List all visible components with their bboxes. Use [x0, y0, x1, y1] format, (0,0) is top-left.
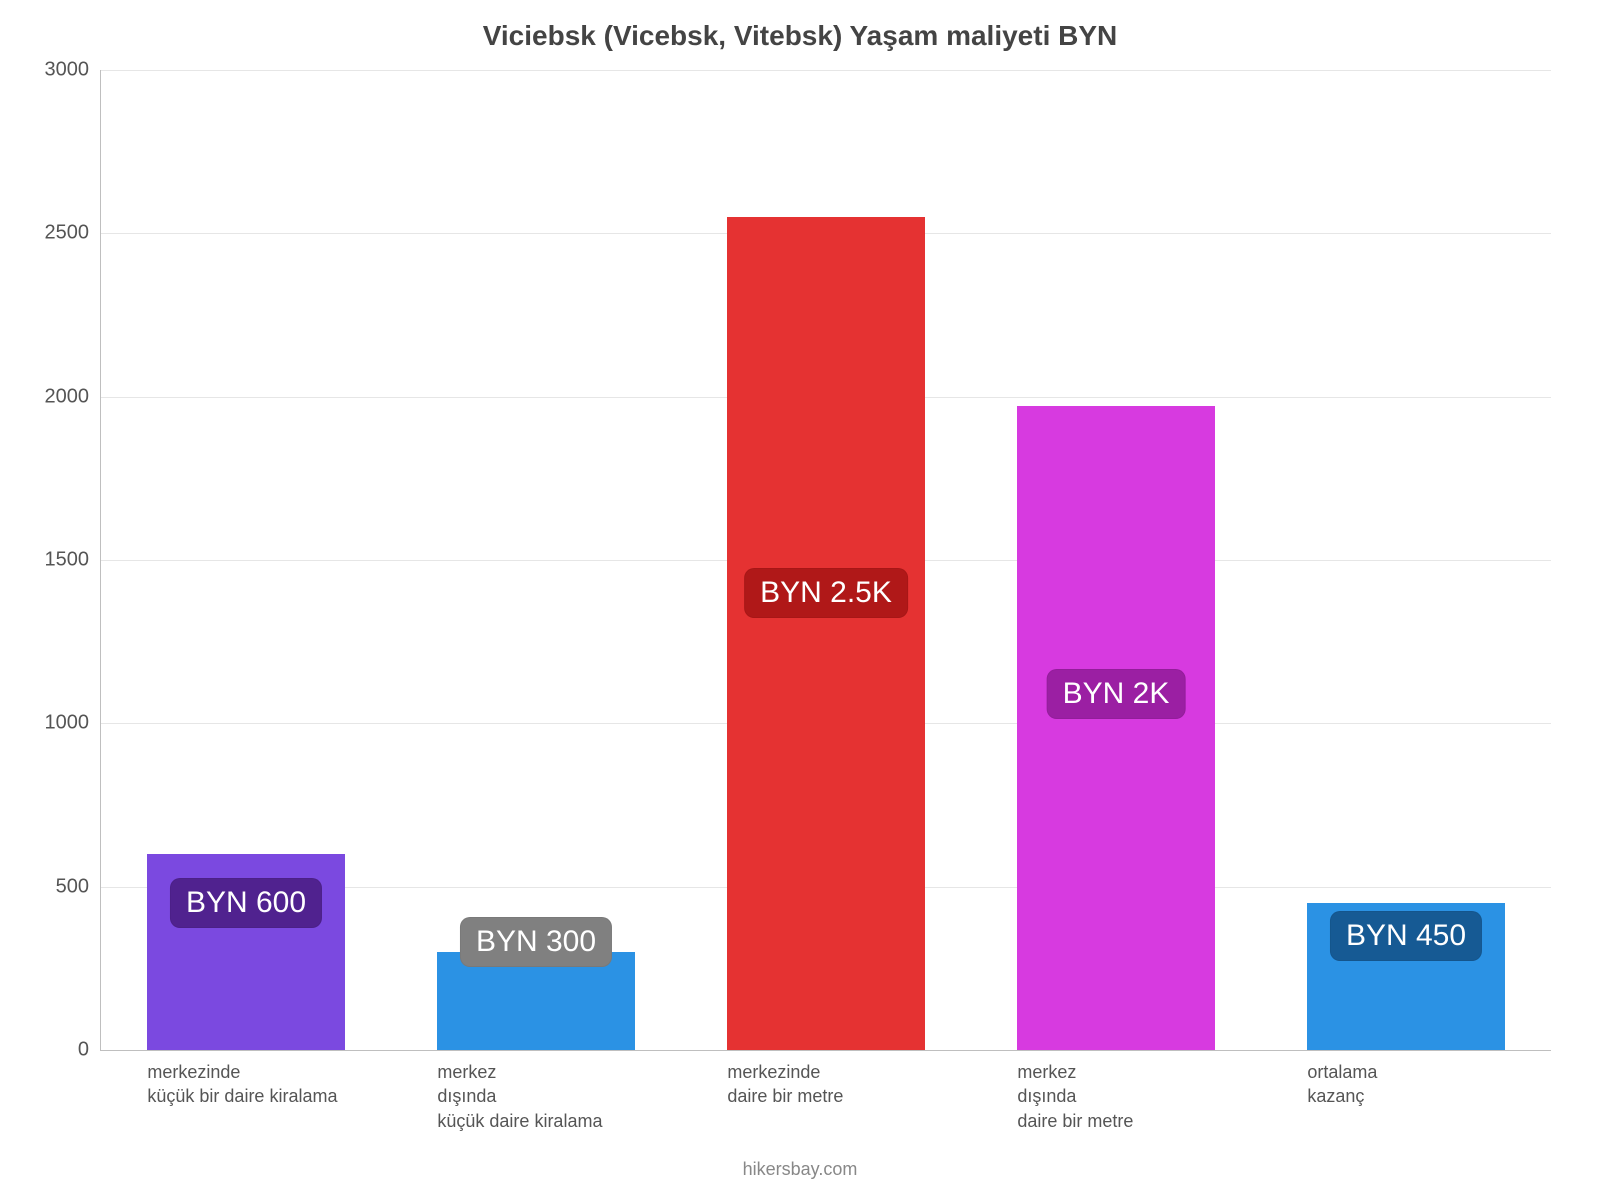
- y-tick-label: 500: [56, 875, 101, 898]
- y-tick-label: 2000: [45, 385, 102, 408]
- bar-value-label: BYN 600: [170, 878, 322, 928]
- credit-text: hikersbay.com: [0, 1159, 1600, 1180]
- y-tick-label: 3000: [45, 59, 102, 82]
- bar-value-label: BYN 2K: [1047, 669, 1186, 719]
- x-category-label: merkez dışında küçük daire kiralama: [437, 1050, 713, 1133]
- x-category-label: merkezinde daire bir metre: [727, 1050, 1003, 1109]
- y-tick-label: 1000: [45, 712, 102, 735]
- gridline: [101, 70, 1551, 71]
- bar-value-label: BYN 2.5K: [744, 568, 908, 618]
- bar-value-label: BYN 450: [1330, 911, 1482, 961]
- x-category-label: ortalama kazanç: [1307, 1050, 1583, 1109]
- y-tick-label: 2500: [45, 222, 102, 245]
- x-category-label: merkez dışında daire bir metre: [1017, 1050, 1293, 1133]
- y-tick-label: 1500: [45, 549, 102, 572]
- bar: [727, 217, 924, 1050]
- bar: [1017, 406, 1214, 1050]
- y-tick-label: 0: [78, 1039, 101, 1062]
- bar-value-label: BYN 300: [460, 917, 612, 967]
- plot-area: 050010001500200025003000BYN 600merkezind…: [100, 70, 1551, 1051]
- chart-container: Viciebsk (Vicebsk, Vitebsk) Yaşam maliye…: [0, 0, 1600, 1200]
- chart-title: Viciebsk (Vicebsk, Vitebsk) Yaşam maliye…: [0, 20, 1600, 52]
- x-category-label: merkezinde küçük bir daire kiralama: [147, 1050, 423, 1109]
